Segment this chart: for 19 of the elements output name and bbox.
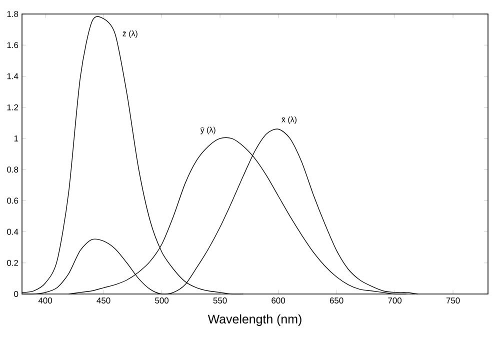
x-tick-label: 600 bbox=[272, 298, 286, 304]
x-tick-label: 700 bbox=[388, 298, 402, 304]
y-tick-label: 0.6 bbox=[7, 198, 18, 204]
x-tick-label: 500 bbox=[155, 298, 169, 304]
y-tick-label: 1 bbox=[14, 136, 18, 142]
y-tick-label: 1.2 bbox=[7, 104, 18, 110]
y-tick-label: 1.8 bbox=[7, 11, 18, 17]
x-tick-label: 400 bbox=[38, 298, 52, 304]
y-tick-label: 0.8 bbox=[7, 166, 18, 173]
y-tick-label: 0.2 bbox=[7, 260, 18, 266]
x-tick-label: 450 bbox=[96, 298, 110, 304]
y-tick-label: 1.6 bbox=[7, 42, 18, 48]
x-axis-title: Wavelength (nm) bbox=[208, 314, 302, 326]
y-tick-label: 0.4 bbox=[7, 228, 18, 235]
x-tick-label: 750 bbox=[446, 298, 460, 304]
x-tick-label: 550 bbox=[213, 298, 227, 304]
x-tick-label: 650 bbox=[330, 298, 344, 304]
y-tick-label: 1.4 bbox=[7, 73, 18, 80]
y-tick-label: 0 bbox=[14, 291, 18, 297]
